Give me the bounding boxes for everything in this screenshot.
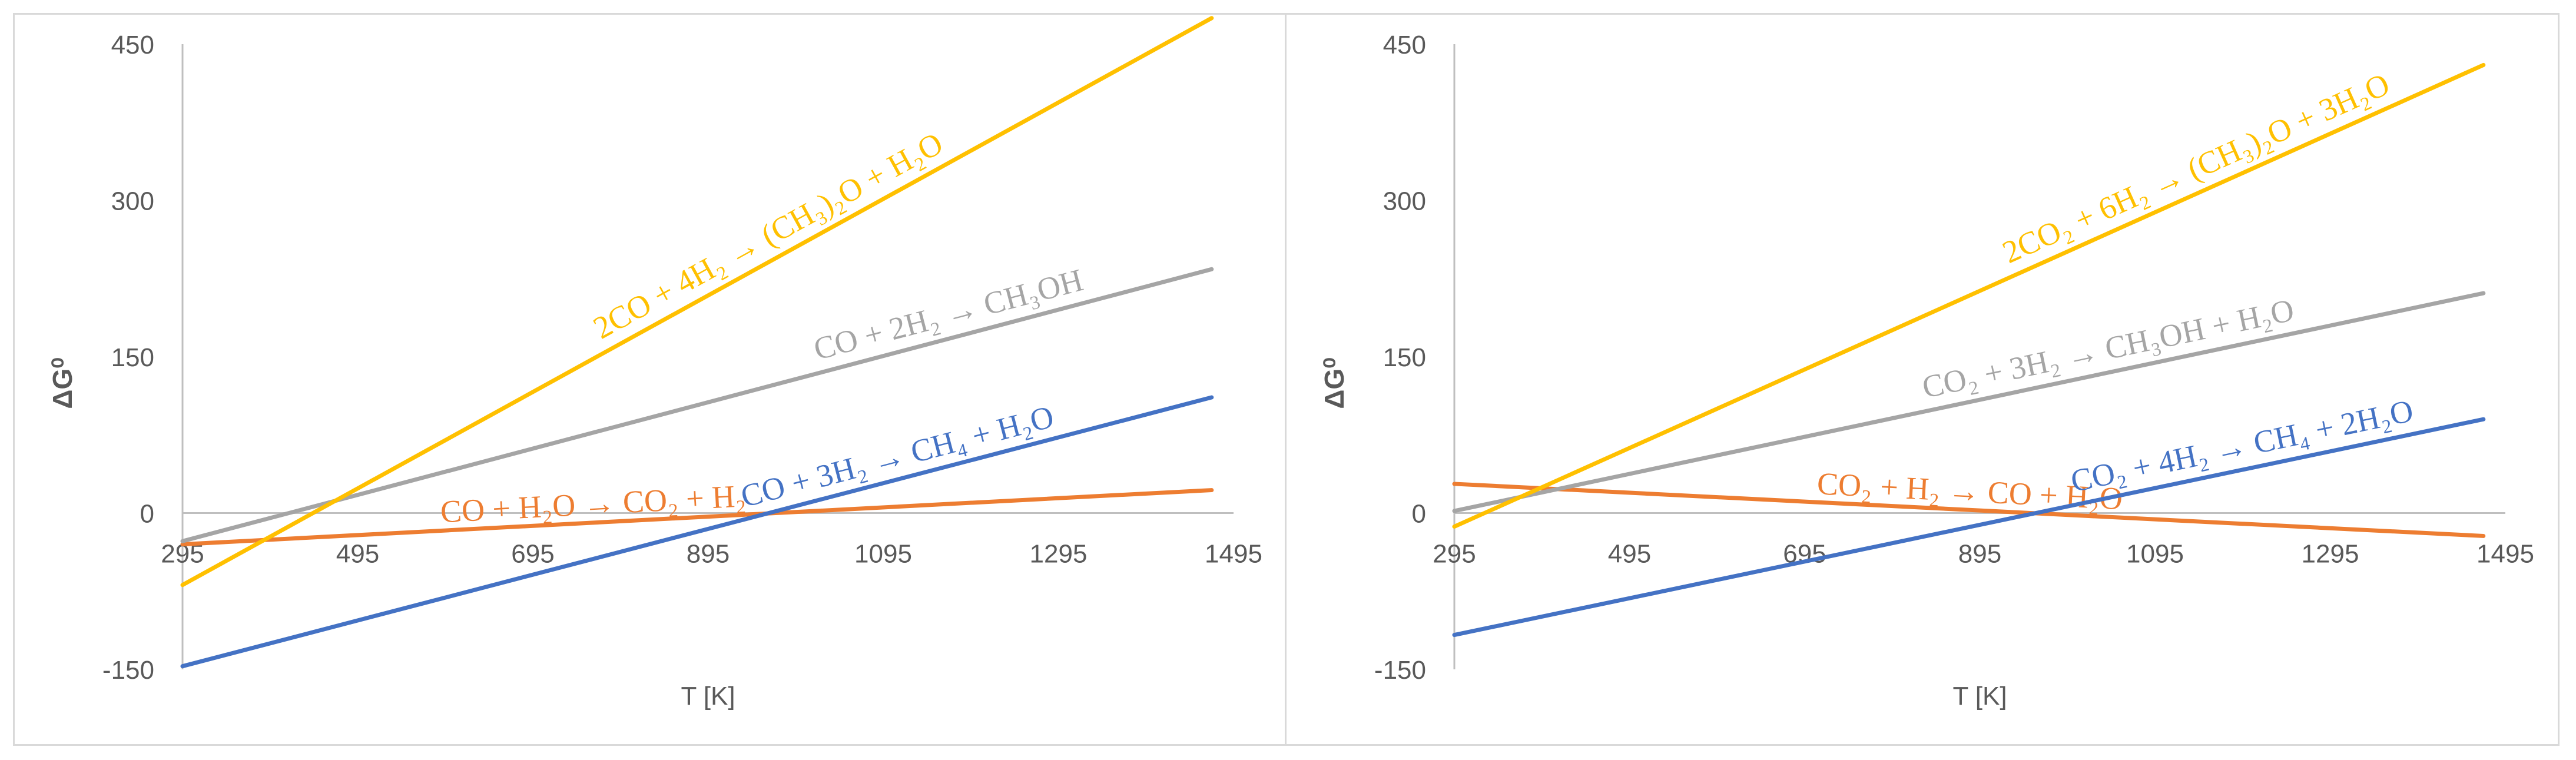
chart-panel-left: -150 0 150 300 450 295 495 695 895 1095 1295 1495 T …	[13, 13, 1288, 746]
x-axis-title: T [K]	[681, 682, 735, 711]
series-annotation: 2CO₂ + 6H₂ → (CH₃)₂O + 3H₂O	[1997, 66, 2395, 270]
x-tick-label: 1295	[1030, 540, 1088, 569]
x-tick-label: 895	[687, 540, 730, 569]
series-line	[180, 488, 1214, 547]
y-axis-title: ΔG⁰	[47, 357, 78, 409]
series-line	[1452, 417, 2486, 638]
y-tick-label: 150	[111, 343, 154, 372]
chart-panel-right: -150 0 150 300 450 295 495 695 895 1095 1295 1495 T …	[1285, 13, 2560, 746]
series-annotation: CO₂ + 3H₂ → CH₃OH + H₂O	[1919, 292, 2297, 405]
y-tick-label: -150	[102, 656, 154, 685]
x-tick-label: 1095	[854, 540, 912, 569]
x-tick-label: 295	[1433, 540, 1476, 569]
x-axis-title: T [K]	[1952, 682, 2007, 711]
y-tick-label: 300	[111, 187, 154, 216]
series-line	[180, 395, 1214, 669]
series-line	[1452, 291, 2486, 513]
x-tick-label: 895	[1958, 540, 2001, 569]
series-line	[180, 16, 1214, 588]
y-tick-label: 300	[1383, 187, 1426, 216]
y-tick-label: 450	[111, 31, 154, 59]
x-tick-label: 495	[1608, 540, 1651, 569]
x-tick-label: 1495	[1205, 540, 1262, 569]
series-line	[180, 267, 1214, 543]
series-line	[1452, 62, 2486, 529]
x-tick-label: 1095	[2126, 540, 2184, 569]
y-tick-label: 0	[140, 500, 154, 529]
y-tick-label: 0	[1412, 500, 1426, 529]
x-tick-label: 495	[336, 540, 379, 569]
y-tick-label: -150	[1374, 656, 1426, 685]
series-line	[1452, 482, 2486, 538]
y-tick-label: 150	[1383, 343, 1426, 372]
x-tick-label: 695	[511, 540, 554, 569]
series-annotation: CO + 3H₂ → CH₄ + H₂O	[737, 399, 1057, 514]
x-tick-label: 1495	[2476, 540, 2534, 569]
y-axis-title: ΔG⁰	[1319, 357, 1350, 409]
y-tick-label: 450	[1383, 31, 1426, 59]
x-tick-label: 1295	[2302, 540, 2359, 569]
